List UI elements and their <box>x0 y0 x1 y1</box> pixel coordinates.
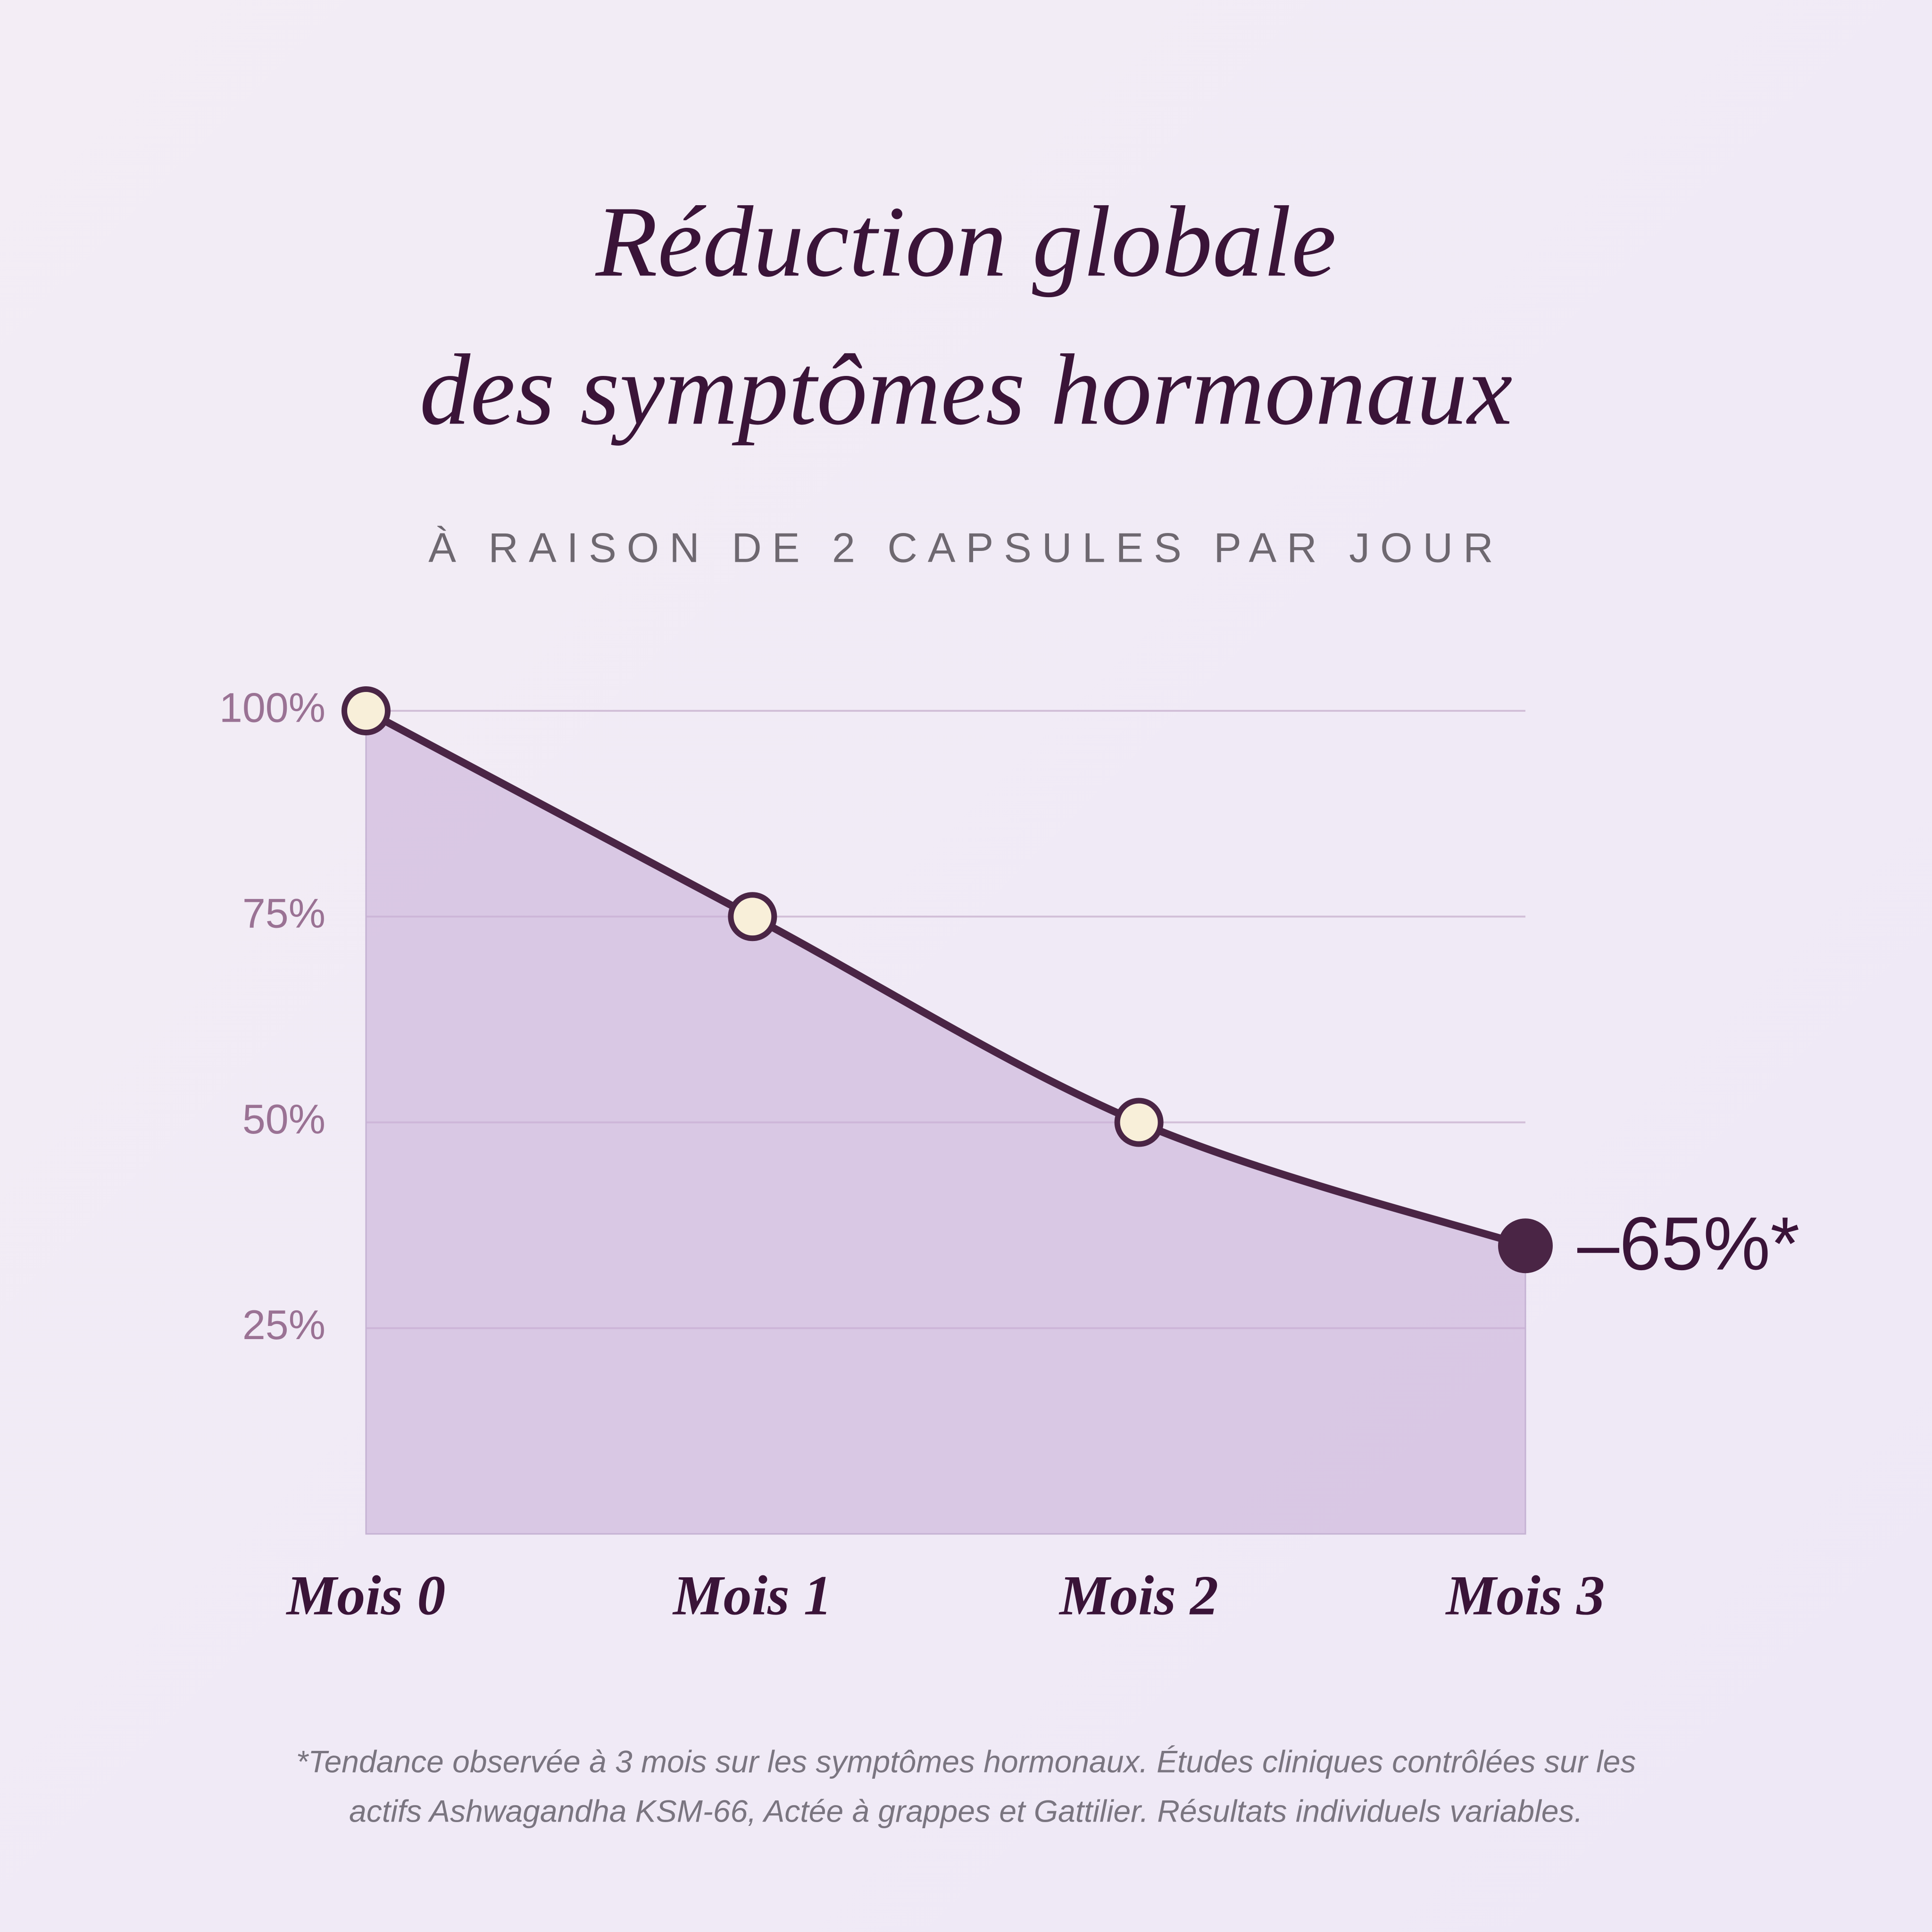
x-tick-label: Mois 1 <box>672 1564 832 1627</box>
chart-subtitle: À RAISON DE 2 CAPSULES PAR JOUR <box>428 524 1503 571</box>
annotation: –65%* <box>1577 1201 1799 1286</box>
footnote: *Tendance observée à 3 mois sur les symp… <box>296 1744 1636 1779</box>
footnote: actifs Ashwagandha KSM-66, Actée à grapp… <box>349 1793 1583 1828</box>
point <box>1498 1218 1553 1274</box>
point <box>341 686 391 735</box>
chart-title: des symptômes hormonaux <box>420 333 1513 446</box>
line <box>362 707 1529 1250</box>
x-tick-label: Mois 0 <box>286 1564 446 1627</box>
x-tick-label: Mois 3 <box>1445 1564 1605 1627</box>
y-tick-label: 75% <box>242 890 325 937</box>
point <box>728 892 777 941</box>
y-tick-label: 100% <box>219 684 325 731</box>
x-tick-label: Mois 2 <box>1058 1564 1218 1627</box>
chart-title: Réduction globale <box>595 185 1336 298</box>
y-tick-label: 25% <box>242 1301 325 1348</box>
point <box>1114 1098 1164 1147</box>
y-tick-label: 50% <box>242 1096 325 1142</box>
